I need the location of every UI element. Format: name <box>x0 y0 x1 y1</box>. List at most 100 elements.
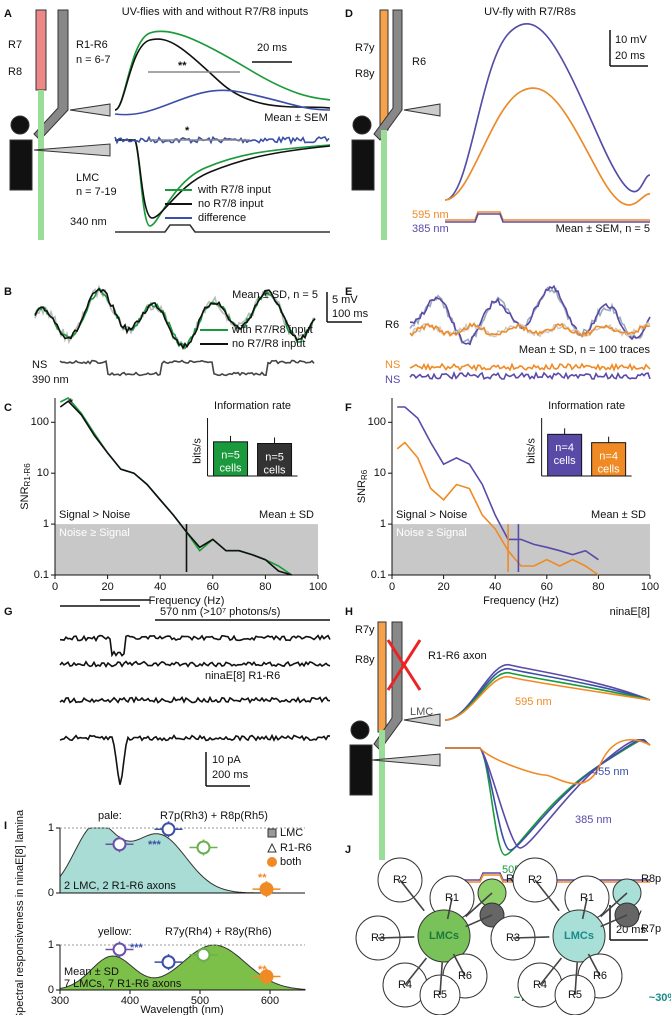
panel-letter: I <box>4 820 7 832</box>
label: SNRR1-R6 <box>19 463 32 510</box>
label: R4 <box>533 979 547 991</box>
label: 5 mV <box>332 294 358 306</box>
x-tick-label: 100 <box>309 581 327 593</box>
subscript: R1-R6 <box>23 463 32 487</box>
label: LMCs <box>429 930 459 942</box>
label: R2 <box>528 874 542 886</box>
label: 595 nm <box>515 696 552 708</box>
significance: *** <box>130 942 144 954</box>
data-point <box>259 882 274 897</box>
label: Mean ± SD <box>64 966 119 978</box>
snr-curve <box>396 441 599 576</box>
label: Noise ≥ Signal <box>59 527 130 539</box>
y-tick-label: 100 <box>31 416 49 428</box>
label: R3 <box>371 932 385 944</box>
y-tick-label: 1 <box>380 518 386 530</box>
label: 7 LMCs, 7 R1-R6 axons <box>64 978 182 990</box>
panel-letter: G <box>4 606 13 618</box>
label: R8p <box>641 873 661 885</box>
label: NS <box>385 374 400 386</box>
data-point <box>196 947 211 962</box>
label: 2 LMC, 2 R1-R6 axons <box>64 880 176 892</box>
trace <box>445 738 651 849</box>
legend-swatch <box>267 828 277 838</box>
trace <box>444 87 651 206</box>
data-point <box>161 822 176 837</box>
panel-letter: A <box>4 8 12 20</box>
stimulus-trace <box>445 213 650 223</box>
lmc <box>351 139 375 191</box>
bar-label: cells <box>554 455 577 467</box>
panel-letter: F <box>345 402 352 414</box>
r7-cell <box>377 621 387 733</box>
x-tick-label: 100 <box>641 581 659 593</box>
label: Mean ± SD <box>259 509 314 521</box>
label: 20 ms <box>615 50 645 62</box>
label: R7p(Rh3) + R8p(Rh5) <box>160 810 268 822</box>
x-tick-label: 0 <box>52 581 58 593</box>
label: 595 nm <box>412 209 449 221</box>
label: 20 ms <box>257 42 287 54</box>
label: Information rate <box>548 400 625 412</box>
data-point <box>259 969 274 984</box>
label: R5 <box>568 989 582 1001</box>
electrode <box>403 103 441 117</box>
x-tick-label: 500 <box>191 995 209 1007</box>
label: pale: <box>98 810 122 822</box>
lmc-soma <box>350 720 370 740</box>
label: UV-fly with R7/R8s <box>484 6 576 18</box>
arrow <box>534 879 560 912</box>
y-tick-label: 0.1 <box>371 569 386 581</box>
label: 385 nm <box>575 814 612 826</box>
label: 340 nm <box>70 216 107 228</box>
label: 390 nm <box>32 374 69 386</box>
bar-label: n=4 <box>599 451 618 463</box>
error-band <box>409 286 651 345</box>
arrow <box>377 936 415 939</box>
cartoon-a <box>9 9 111 240</box>
snr-curve <box>397 406 599 561</box>
trace <box>59 733 331 785</box>
y-tick-label: 1 <box>48 822 54 834</box>
label: Frequency (Hz) <box>483 595 559 607</box>
trace <box>115 139 331 219</box>
bar-label: cells <box>264 464 287 476</box>
trace <box>59 660 331 668</box>
label: Wavelength (nm) <box>140 1004 223 1015</box>
significance: ** <box>258 964 267 976</box>
label: R6 <box>412 56 426 68</box>
label: Frequency (Hz) <box>149 595 225 607</box>
arrow <box>439 962 443 996</box>
x-tick-label: 60 <box>207 581 219 593</box>
legend-entry: no R7/R8 input <box>232 338 305 350</box>
label: Spectral responsiveness in ninaE[8] lami… <box>14 809 26 1015</box>
data-point <box>196 840 211 855</box>
panel-letter: J <box>345 844 351 856</box>
stimulus-trace <box>445 211 650 221</box>
lmc-soma <box>352 115 372 135</box>
trace <box>114 89 331 116</box>
x-tick-label: 0 <box>389 581 395 593</box>
trace <box>409 322 651 338</box>
lmc <box>349 744 373 796</box>
x-tick-label: 40 <box>154 581 166 593</box>
label: 10 pA <box>212 754 241 766</box>
y-tick-label: 0.1 <box>34 569 49 581</box>
y-tick-label: 100 <box>368 416 386 428</box>
significance: *** <box>148 839 162 851</box>
label: R7 <box>8 39 22 51</box>
lmc <box>9 139 33 191</box>
y-tick-label: 1 <box>43 518 49 530</box>
legend-entry: difference <box>198 212 246 224</box>
label: ~30% <box>649 992 671 1004</box>
label: Noise ≥ Signal <box>396 527 467 539</box>
trace <box>444 23 651 201</box>
electrode <box>69 103 111 117</box>
r7-cell <box>35 9 47 91</box>
trace <box>114 30 331 111</box>
x-tick-label: 80 <box>259 581 271 593</box>
lmc-soma <box>10 115 30 135</box>
arrow <box>446 897 453 920</box>
arrow <box>404 957 428 986</box>
legend-entry: no R7/8 input <box>198 198 263 210</box>
